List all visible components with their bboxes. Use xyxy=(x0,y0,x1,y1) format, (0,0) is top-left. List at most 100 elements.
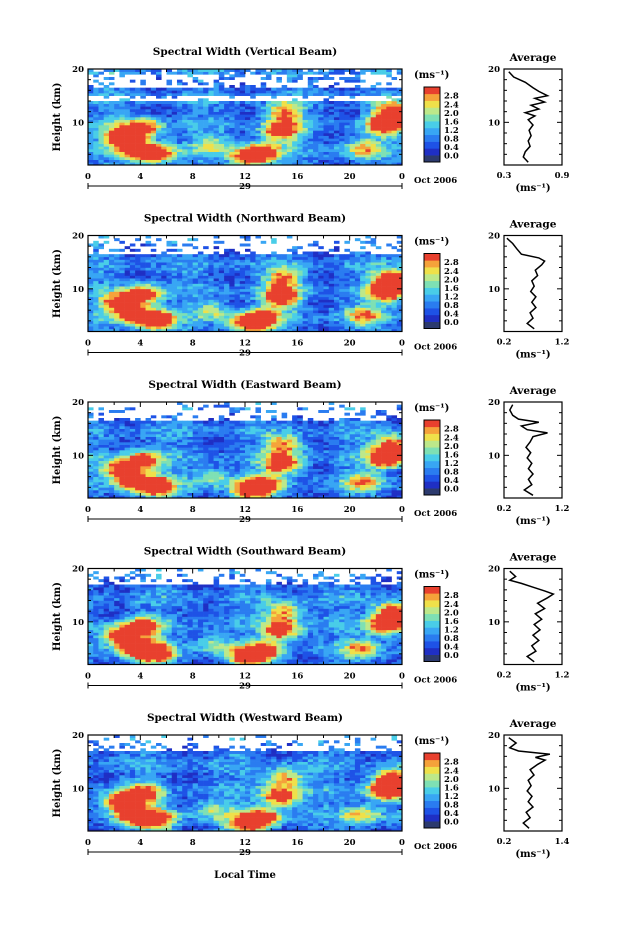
profile-x-tick-label: 0.3 xyxy=(497,171,512,181)
colorbar-swatch xyxy=(424,821,440,829)
profile-x-tick-label: 0.2 xyxy=(497,671,512,681)
colorbar-tick-label: 0.4 xyxy=(444,310,459,320)
y-tick-label: 20 xyxy=(72,565,84,575)
profile-y-tick-label: 10 xyxy=(488,618,500,628)
profile-frame xyxy=(503,234,563,333)
panel-title: Spectral Width (Eastward Beam) xyxy=(148,379,341,391)
date-label: Oct 2006 xyxy=(414,509,457,519)
colorbar-swatch xyxy=(424,780,440,788)
colorbar-swatch xyxy=(424,647,440,655)
colorbar-swatch xyxy=(424,308,440,316)
x-tick-label: 16 xyxy=(291,505,303,515)
panel-title: Spectral Width (Northward Beam) xyxy=(144,213,346,225)
colorbar-swatch xyxy=(424,148,440,156)
profile-x-label: (ms⁻¹) xyxy=(515,183,550,194)
x-tick-label: 0 xyxy=(399,339,405,349)
panel-2: Spectral Width (Northward Beam) 10 20 Heigh… xyxy=(52,213,569,361)
colorbar-tick-label: 2.0 xyxy=(444,275,459,285)
colorbar-swatch xyxy=(424,314,440,322)
x-tick-label: 0 xyxy=(85,172,91,182)
colorbar-swatch xyxy=(424,613,440,621)
profile-x-label: (ms⁻¹) xyxy=(515,849,550,860)
panel-title: Spectral Width (Southward Beam) xyxy=(144,546,346,558)
panel-5: Spectral Width (Westward Beam) 10 20 Height… xyxy=(52,712,569,860)
colorbar-tick-label: 2.8 xyxy=(444,92,459,102)
profile-title: Average xyxy=(509,385,557,397)
x-tick-label: 0 xyxy=(399,838,405,848)
colorbar-tick-label: 0.4 xyxy=(444,643,459,653)
colorbar-tick-label: 0.0 xyxy=(444,152,459,162)
colorbar-swatch xyxy=(424,287,440,295)
profile-y-tick-label: 10 xyxy=(488,784,500,794)
x-tick-label: 8 xyxy=(190,339,196,349)
profile-y-tick-label: 10 xyxy=(488,451,500,461)
profile-y-tick-label: 20 xyxy=(488,731,500,741)
date-label: Oct 2006 xyxy=(414,842,457,852)
y-tick-label: 20 xyxy=(72,65,84,75)
heatmap xyxy=(88,402,403,499)
y-tick-label: 20 xyxy=(72,731,84,741)
x-tick-label: 20 xyxy=(344,672,356,682)
colorbar-tick-label: 0.0 xyxy=(444,818,459,828)
x-tick-label: 4 xyxy=(137,339,143,349)
colorbar-swatch xyxy=(424,627,440,635)
x-tick-label: 0 xyxy=(399,672,405,682)
heatmap xyxy=(88,69,403,166)
profile-x-tick-label: 1.2 xyxy=(555,338,570,348)
date-label: Oct 2006 xyxy=(414,676,457,686)
colorbar-tick-label: 2.4 xyxy=(444,600,459,610)
colorbar-swatch xyxy=(424,420,440,428)
colorbar-tick-label: 2.4 xyxy=(444,100,459,110)
profile-title: Average xyxy=(509,718,557,730)
heatmap xyxy=(88,568,403,665)
colorbar-frame xyxy=(423,752,441,829)
colorbar-swatch xyxy=(424,759,440,767)
colorbar-swatch xyxy=(424,460,440,469)
x-tick-label: 16 xyxy=(291,172,303,182)
profile-y-tick-label: 20 xyxy=(488,232,500,242)
panel-4: Spectral Width (Southward Beam) 10 20 Heigh… xyxy=(52,546,569,694)
colorbar-swatch xyxy=(424,474,440,482)
colorbar-swatch xyxy=(424,253,440,261)
x-tick-label: 4 xyxy=(137,172,143,182)
colorbar-unit: (ms⁻¹) xyxy=(414,736,449,747)
day-label: 29 xyxy=(239,515,251,525)
x-tick-label: 0 xyxy=(399,505,405,515)
colorbar-swatch xyxy=(424,440,440,448)
colorbar-swatch xyxy=(424,814,440,822)
x-tick-label: 12 xyxy=(239,505,251,515)
x-tick-label: 20 xyxy=(344,505,356,515)
x-tick-label: 16 xyxy=(291,838,303,848)
profile-y-tick-label: 20 xyxy=(488,565,500,575)
colorbar-tick-label: 1.6 xyxy=(444,617,459,627)
colorbar-swatch xyxy=(424,641,440,649)
profile-y-tick-label: 10 xyxy=(488,285,500,295)
profile-line xyxy=(507,570,555,663)
colorbar-tick-label: 0.4 xyxy=(444,809,459,819)
colorbar-swatch xyxy=(424,114,440,122)
colorbar-swatch xyxy=(424,787,440,795)
profile-title: Average xyxy=(509,219,557,231)
colorbar-frame xyxy=(423,419,441,496)
colorbar-tick-label: 0.0 xyxy=(444,318,459,328)
y-tick-label: 10 xyxy=(72,285,84,295)
colorbar-tick-label: 2.8 xyxy=(444,425,459,435)
colorbar-tick-label: 1.2 xyxy=(444,126,459,136)
profile-title: Average xyxy=(509,52,557,64)
profile-frame xyxy=(503,734,563,832)
x-tick-label: 20 xyxy=(344,838,356,848)
y-axis-label: Height (km) xyxy=(52,416,63,485)
colorbar-swatch xyxy=(424,634,440,642)
x-tick-label: 0 xyxy=(85,339,91,349)
profile-x-tick-label: 1.2 xyxy=(555,504,570,514)
panel-title: Spectral Width (Vertical Beam) xyxy=(153,46,337,58)
profile-x-tick-label: 0.2 xyxy=(497,504,512,514)
colorbar-tick-label: 2.0 xyxy=(444,442,459,452)
y-axis-label: Height (km) xyxy=(52,249,63,318)
colorbar-tick-label: 2.0 xyxy=(444,775,459,785)
heatmap xyxy=(88,235,403,332)
panel-3: Spectral Width (Eastward Beam) 10 20 Height… xyxy=(52,379,569,527)
profile-frame xyxy=(503,567,563,666)
colorbar-unit: (ms⁻¹) xyxy=(414,403,449,414)
x-tick-label: 20 xyxy=(344,172,356,182)
